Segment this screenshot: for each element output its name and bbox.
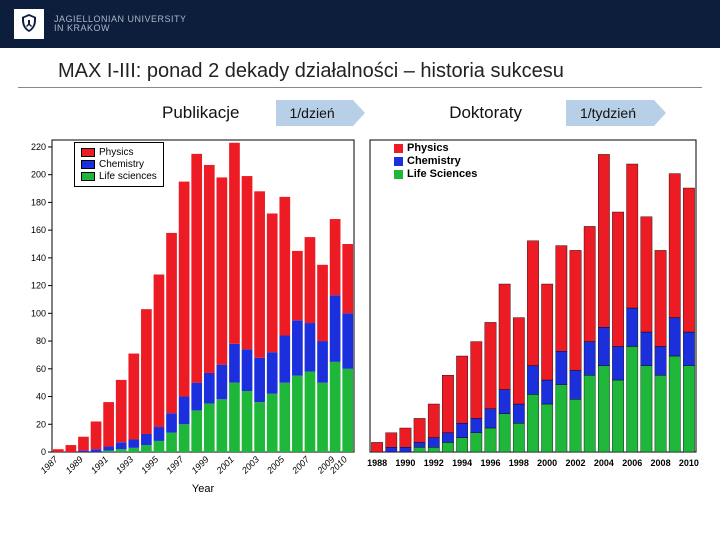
header: JAGIELLONIAN UNIVERSITY IN KRAKOW: [0, 0, 720, 48]
svg-text:160: 160: [31, 225, 46, 235]
svg-text:180: 180: [31, 197, 46, 207]
page-title: MAX I-III: ponad 2 dekady działalności –…: [18, 48, 702, 88]
svg-text:140: 140: [31, 253, 46, 263]
svg-text:220: 220: [31, 142, 46, 152]
university-logo-text: JAGIELLONIAN UNIVERSITY IN KRAKOW: [54, 15, 187, 33]
svg-text:1994: 1994: [452, 458, 472, 468]
svg-text:2007: 2007: [289, 454, 312, 477]
svg-text:1993: 1993: [114, 454, 135, 475]
svg-text:100: 100: [31, 308, 46, 318]
svg-text:1995: 1995: [139, 454, 161, 476]
svg-text:1997: 1997: [164, 454, 186, 476]
svg-text:1998: 1998: [509, 458, 529, 468]
publications-chart: 0204060801001201401601802002201987198919…: [18, 136, 358, 496]
svg-text:1989: 1989: [64, 454, 85, 475]
doctorates-label: Doktoraty: [449, 103, 522, 123]
svg-text:2010: 2010: [679, 458, 699, 468]
publications-legend: PhysicsChemistryLife sciences: [74, 142, 164, 187]
svg-text:0: 0: [41, 447, 46, 457]
svg-text:1992: 1992: [424, 458, 444, 468]
svg-text:2003: 2003: [239, 454, 261, 476]
svg-text:2002: 2002: [566, 458, 586, 468]
svg-text:Year: Year: [192, 483, 215, 495]
svg-text:1990: 1990: [395, 458, 415, 468]
svg-text:80: 80: [36, 336, 46, 346]
svg-text:20: 20: [36, 419, 46, 429]
svg-text:2008: 2008: [651, 458, 671, 468]
svg-text:1996: 1996: [480, 458, 500, 468]
publications-label: Publikacje: [162, 103, 240, 123]
svg-text:2005: 2005: [264, 454, 287, 477]
university-crest-icon: [14, 9, 44, 39]
doctorates-chart: 1988 1990 1992 1994 1996 1998 2000 2002 2004 2006…: [364, 136, 702, 496]
svg-text:1991: 1991: [89, 454, 110, 475]
logo-line2: IN KRAKOW: [54, 24, 187, 33]
svg-text:120: 120: [31, 281, 46, 291]
svg-text:2000: 2000: [537, 458, 557, 468]
labels-row: Publikacje 1/dzień Doktoraty 1/tydzień: [0, 88, 720, 132]
doctorates-legend: PhysicsChemistryLife Sciences: [388, 138, 483, 184]
svg-text:1988: 1988: [367, 458, 387, 468]
svg-text:60: 60: [36, 364, 46, 374]
svg-text:2001: 2001: [214, 454, 236, 476]
doctorates-rate-badge: 1/tydzień: [566, 100, 654, 126]
svg-text:200: 200: [31, 170, 46, 180]
svg-text:1999: 1999: [189, 454, 210, 475]
svg-text:2004: 2004: [594, 458, 614, 468]
publications-rate-badge: 1/dzień: [276, 100, 353, 126]
svg-text:2006: 2006: [622, 458, 642, 468]
svg-text:40: 40: [36, 392, 46, 402]
